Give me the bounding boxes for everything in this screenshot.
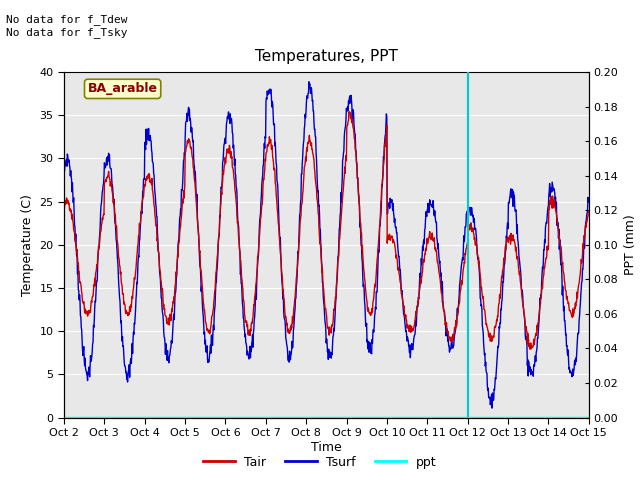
Text: No data for f_Tdew
No data for f_Tsky: No data for f_Tdew No data for f_Tsky (6, 14, 128, 38)
Y-axis label: PPT (mm): PPT (mm) (624, 215, 637, 275)
X-axis label: Time: Time (311, 441, 342, 454)
Title: Temperatures, PPT: Temperatures, PPT (255, 49, 398, 64)
Legend: Tair, Tsurf, ppt: Tair, Tsurf, ppt (198, 451, 442, 474)
Text: BA_arable: BA_arable (88, 83, 157, 96)
Y-axis label: Temperature (C): Temperature (C) (21, 194, 34, 296)
